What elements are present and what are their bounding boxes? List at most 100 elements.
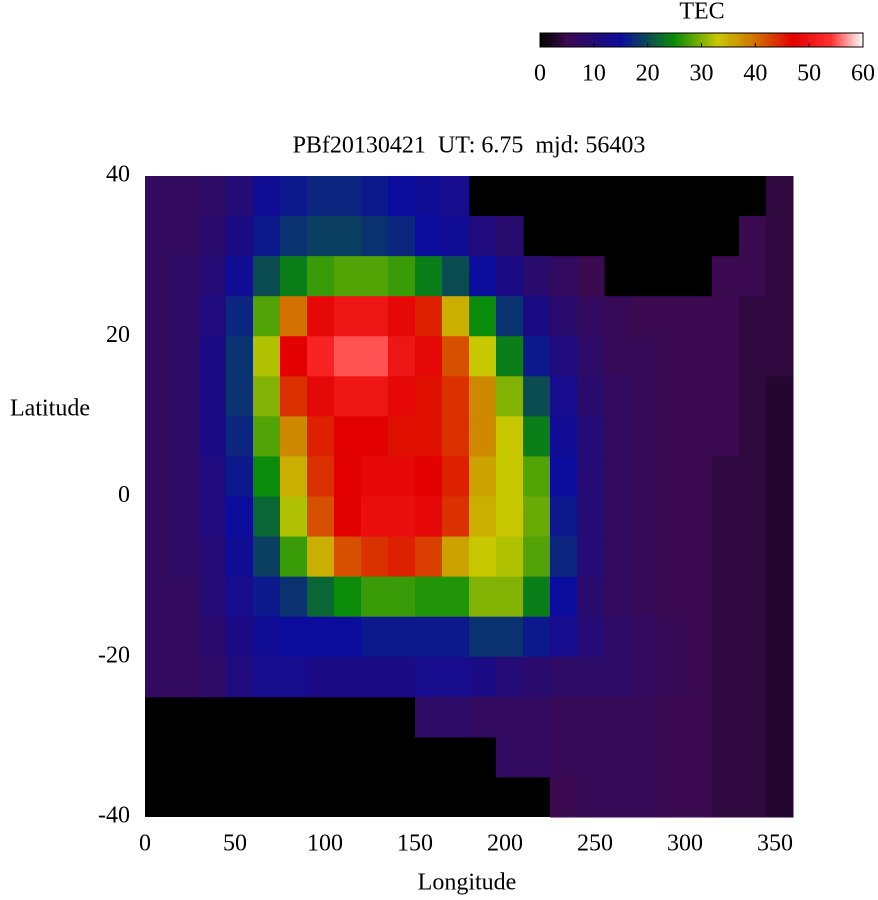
heatmap-cell — [307, 176, 335, 217]
heatmap-cell — [577, 536, 605, 578]
heatmap-cell — [253, 656, 281, 698]
heatmap-cell — [496, 536, 524, 578]
heatmap-cell — [172, 256, 200, 297]
heatmap-cell — [658, 736, 686, 778]
heatmap-cell — [199, 536, 227, 578]
heatmap-cell — [712, 256, 740, 297]
heatmap-cell — [388, 176, 416, 217]
heatmap-cell — [631, 736, 659, 778]
heatmap-cell — [739, 736, 767, 778]
heatmap-cell — [172, 456, 200, 497]
heatmap-cell — [199, 176, 227, 217]
heatmap-cell — [307, 616, 335, 658]
heatmap-cell — [361, 536, 389, 578]
heatmap-cell — [442, 496, 470, 538]
heatmap-cell — [334, 256, 362, 297]
heatmap-cell — [307, 296, 335, 337]
heatmap-cell — [523, 296, 551, 337]
y-tick-label: -40 — [98, 803, 130, 829]
heatmap-cell — [145, 216, 173, 257]
heatmap-cell — [712, 416, 740, 457]
heatmap-cell — [739, 776, 767, 818]
heatmap-cell — [631, 656, 659, 698]
heatmap-cell — [550, 576, 578, 618]
heatmap-cell — [442, 696, 470, 738]
heatmap-cell — [415, 416, 443, 457]
heatmap-cell — [496, 256, 524, 297]
heatmap-cell — [253, 536, 281, 578]
heatmap-cell — [577, 696, 605, 738]
colorbar-tick-label: 0 — [534, 61, 546, 87]
heatmap-cell — [307, 376, 335, 417]
heatmap-cell — [415, 656, 443, 698]
heatmap-cell — [226, 616, 254, 658]
heatmap-cell — [550, 376, 578, 417]
heatmap-cell — [280, 256, 308, 297]
heatmap-cell — [685, 736, 713, 778]
heatmap-cell — [631, 776, 659, 818]
heatmap-cell — [415, 256, 443, 297]
heatmap-cell — [361, 376, 389, 417]
heatmap-cell — [658, 456, 686, 497]
heatmap-cell — [712, 376, 740, 417]
heatmap-cell — [496, 216, 524, 257]
heatmap-cell — [172, 576, 200, 618]
colorbar-label: TEC — [679, 0, 724, 25]
heatmap-cell — [739, 416, 767, 457]
heatmap-cell — [226, 656, 254, 698]
heatmap-cell — [334, 656, 362, 698]
heatmap-cell — [739, 496, 767, 538]
heatmap-cell — [307, 496, 335, 538]
heatmap-cell — [604, 376, 632, 417]
heatmap-cell — [739, 296, 767, 337]
heatmap-cell — [766, 616, 794, 658]
heatmap-cell — [469, 216, 497, 257]
heatmap-cell — [280, 496, 308, 538]
heatmap-cell — [658, 776, 686, 818]
heatmap-cell — [658, 496, 686, 538]
heatmap-cell — [496, 616, 524, 658]
heatmap-cell — [415, 216, 443, 257]
heatmap-cell — [199, 256, 227, 297]
heatmap-cell — [172, 616, 200, 658]
heatmap-cell — [550, 456, 578, 497]
heatmap-cell — [388, 496, 416, 538]
heatmap-cell — [712, 536, 740, 578]
heatmap-cell — [172, 336, 200, 377]
heatmap-cell — [361, 496, 389, 538]
heatmap-cell — [604, 296, 632, 337]
heatmap-cell — [442, 176, 470, 217]
heatmap-cell — [550, 736, 578, 778]
heatmap-cell — [334, 616, 362, 658]
heatmap-cell — [172, 176, 200, 217]
heatmap-cell — [253, 496, 281, 538]
heatmap-cell — [658, 576, 686, 618]
heatmap-cell — [442, 256, 470, 297]
heatmap-cell — [577, 376, 605, 417]
heatmap-cell — [766, 296, 794, 337]
heatmap-cell — [496, 416, 524, 457]
heatmap-cell — [469, 336, 497, 377]
heatmap-cell — [658, 336, 686, 377]
heatmap-cell — [766, 216, 794, 257]
heatmap-cell — [361, 216, 389, 257]
heatmap-cell — [226, 376, 254, 417]
heatmap-cell — [334, 456, 362, 497]
heatmap-cell — [442, 376, 470, 417]
heatmap-cell — [739, 256, 767, 297]
heatmap-cell — [496, 376, 524, 417]
heatmap-cell — [685, 776, 713, 818]
heatmap-cell — [442, 576, 470, 618]
colorbar-tick-label: 10 — [582, 61, 606, 87]
y-axis-label: Latitude — [10, 396, 90, 422]
heatmap-cell — [388, 216, 416, 257]
heatmap-cell — [712, 696, 740, 738]
heatmap-cell — [388, 336, 416, 377]
heatmap-cell — [739, 216, 767, 257]
heatmap-cell — [766, 416, 794, 457]
heatmap-cell — [712, 576, 740, 618]
heatmap-cell — [388, 616, 416, 658]
heatmap-cell — [469, 296, 497, 337]
chart-title: PBf20130421 UT: 6.75 mjd: 56403 — [293, 133, 646, 159]
heatmap-cell — [469, 696, 497, 738]
